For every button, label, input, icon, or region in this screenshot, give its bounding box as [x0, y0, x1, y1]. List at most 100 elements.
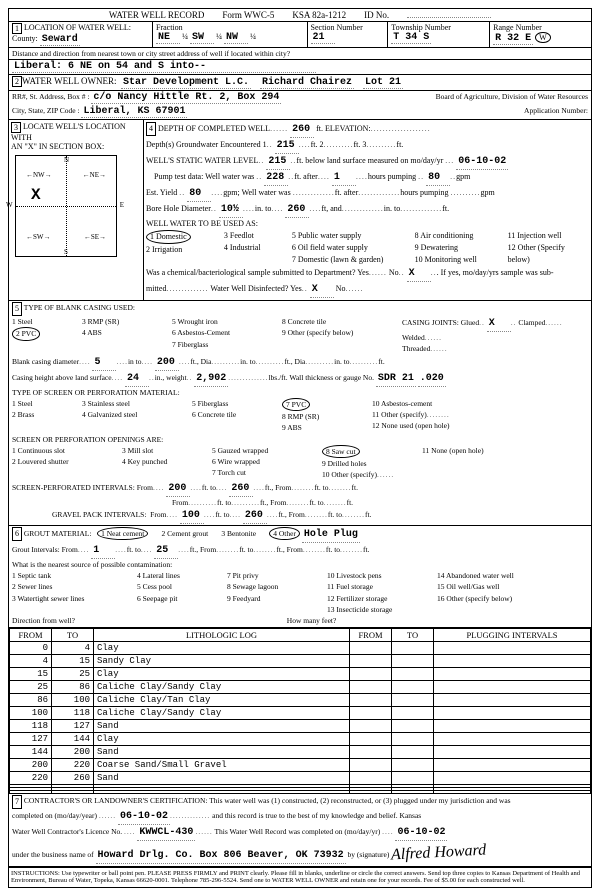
perf-from: 200	[166, 481, 190, 497]
grout-other: Hole Plug	[302, 527, 360, 543]
screen-o12: 12 None used (open hole)	[372, 421, 449, 430]
depth-completed: 260	[290, 122, 314, 138]
depth-label: DEPTH OF COMPLETED WELL	[158, 124, 270, 133]
screen-o7: 7 PVC	[282, 398, 310, 411]
joints-threaded: Threaded	[402, 344, 430, 353]
perf-int-label: SCREEN-PERFORATED INTERVALS: From	[12, 483, 153, 492]
joints-label: CASING JOINTS: Glued	[402, 318, 479, 327]
perf-p6: 6 Wire wrapped	[212, 457, 260, 466]
casing-o4: 4 ABS	[82, 328, 102, 337]
casing-o9: 9 Other (specify below)	[282, 328, 353, 337]
cert-by: by (signature)	[347, 850, 389, 859]
screen-o4: 4 Galvanized steel	[82, 410, 137, 419]
c4: 4 Lateral lines	[137, 571, 180, 580]
form-container: WATER WELL RECORD Form WWC-5 KSA 82a-121…	[8, 8, 592, 888]
grout-to: 25	[154, 543, 178, 559]
joints-welded: Welded	[402, 333, 425, 342]
log-h-plug: PLUGGING INTERVALS	[434, 629, 591, 642]
owner-row-3: City, State, ZIP Code : Liberal, KS 6790…	[9, 105, 591, 120]
use-8: 8 Air conditioning	[415, 231, 474, 240]
table-row: 144200Sand	[10, 746, 591, 759]
form-title: WATER WELL RECORD	[109, 10, 205, 20]
screen-o10: 10 Asbestos-cement	[372, 399, 432, 408]
table-row: 04Clay	[10, 642, 591, 655]
casing-dia-to: 200	[155, 355, 179, 371]
table-row: 100118Caliche Clay/Sandy Clay	[10, 707, 591, 720]
disinfect-x: X	[310, 282, 334, 298]
form-number: Form WWC-5	[222, 10, 274, 20]
screen-o2: 2 Brass	[12, 410, 34, 419]
use-10: 10 Monitoring well	[415, 255, 477, 264]
c9: 9 Feedyard	[227, 594, 261, 603]
perf-p8: 8 Saw cut	[322, 445, 360, 458]
direction-value-row: Liberal: 6 NE on 54 and S into--	[9, 60, 591, 75]
log-h-from2: FROM	[350, 629, 392, 642]
owner-city-label: City, State, ZIP Code :	[12, 106, 80, 115]
location-header: 1 LOCATION OF WATER WELL: County: Seward…	[9, 22, 591, 48]
grout-o1: 1 Neat cement	[97, 527, 148, 540]
s3-sub: AN "X" IN SECTION BOX:	[11, 142, 141, 151]
perf-to: 260	[229, 481, 253, 497]
section-7-badge: 7	[12, 795, 22, 809]
use-5: 5 Public water supply	[292, 231, 362, 240]
cert-lic-label: Water Well Contractor's Licence No.	[12, 827, 122, 836]
direction-row: Distance and direction from nearest town…	[9, 48, 591, 60]
casing-o2: 2 PVC	[12, 327, 40, 340]
perf-p3: 3 Mill slot	[122, 446, 153, 455]
owner-name2: Richard Chairez	[260, 77, 354, 89]
section-4: 4 DEPTH OF COMPLETED WELL...... 260 ft. …	[144, 120, 591, 300]
c7: 7 Pit privy	[227, 571, 259, 580]
range-label: Range Number	[493, 23, 542, 32]
gw-1: 215	[275, 138, 299, 154]
direction-label: Distance and direction from nearest town…	[12, 49, 290, 58]
casing-o8: 8 Concrete tile	[282, 317, 326, 326]
cert-business-label: under the business name of	[12, 850, 94, 859]
pump-hrs: 1	[332, 170, 356, 186]
bore-dia: 10½	[219, 202, 243, 218]
casing-weight: 2,902	[194, 371, 228, 387]
table-row: 127144Clay	[10, 733, 591, 746]
c2: 2 Sewer lines	[12, 582, 52, 591]
log-body: 04Clay415Sandy Clay1525Clay2586Caliche C…	[10, 642, 591, 794]
contam-label: What is the nearest source of possible c…	[12, 560, 172, 569]
form-header: WATER WELL RECORD Form WWC-5 KSA 82a-121…	[9, 9, 591, 22]
c1: 1 Septic tank	[12, 571, 51, 580]
screen-o3: 3 Stainless steel	[82, 399, 130, 408]
form-ksa: KSA 82a-1212	[292, 10, 346, 20]
casing-sdr: SDR 21	[376, 371, 416, 387]
screen-o6: 6 Concrete tile	[192, 410, 236, 419]
fraction-label: Fraction	[156, 23, 183, 32]
c16: 16 Other (specify below)	[437, 594, 512, 603]
contam-dir-label: Direction from well?	[12, 616, 75, 625]
chem-no: X	[407, 266, 431, 282]
form-id-value	[407, 17, 491, 18]
gravel-from: 100	[180, 508, 204, 524]
use-4: 4 Industrial	[224, 243, 261, 252]
table-row: 220260Sand	[10, 772, 591, 785]
c5: 5 Cess pool	[137, 582, 172, 591]
static-label: WELL'S STATIC WATER LEVEL	[146, 156, 258, 165]
casing-o5: 5 Wrought iron	[172, 317, 218, 326]
grout-o2: 2 Cement grout	[162, 529, 209, 538]
frac-1: NE	[156, 32, 180, 44]
lithologic-log-table: FROM TO LITHOLOGIC LOG FROM TO PLUGGING …	[9, 628, 591, 794]
owner-city: Liberal, KS 67901	[81, 106, 187, 118]
perf-p1: 1 Continuous slot	[12, 446, 65, 455]
cert-business: Howard Drlg. Co. Box 806 Beaver, OK 7393…	[96, 848, 346, 864]
owner-row-1: 2 WATER WELL OWNER: Star Development L.C…	[9, 75, 591, 91]
cert-record: and this record is true to the best of m…	[212, 811, 421, 820]
grout-from: 1	[91, 543, 115, 559]
county-value: Seward	[40, 34, 80, 46]
est-label: Est. Yield	[146, 188, 177, 197]
perf-p5: 5 Gauzed wrapped	[212, 446, 268, 455]
static-date: 06-10-02	[456, 154, 508, 170]
c11: 11 Fuel storage	[327, 582, 373, 591]
c10: 10 Livestock pens	[327, 571, 382, 580]
section-5: 5 TYPE OF BLANK CASING USED: 1 Steel 2 P…	[9, 301, 591, 526]
owner-app: Application Number:	[524, 106, 588, 115]
owner-addr-label: RR#, St. Address, Box # :	[12, 92, 90, 101]
c13: 13 Insecticide storage	[327, 605, 392, 614]
section-3: 3 LOCATE WELL'S LOCATION WITH AN "X" IN …	[9, 120, 144, 300]
range-value: R 32 E	[493, 33, 533, 45]
cert-date: 06-10-02	[118, 809, 170, 825]
